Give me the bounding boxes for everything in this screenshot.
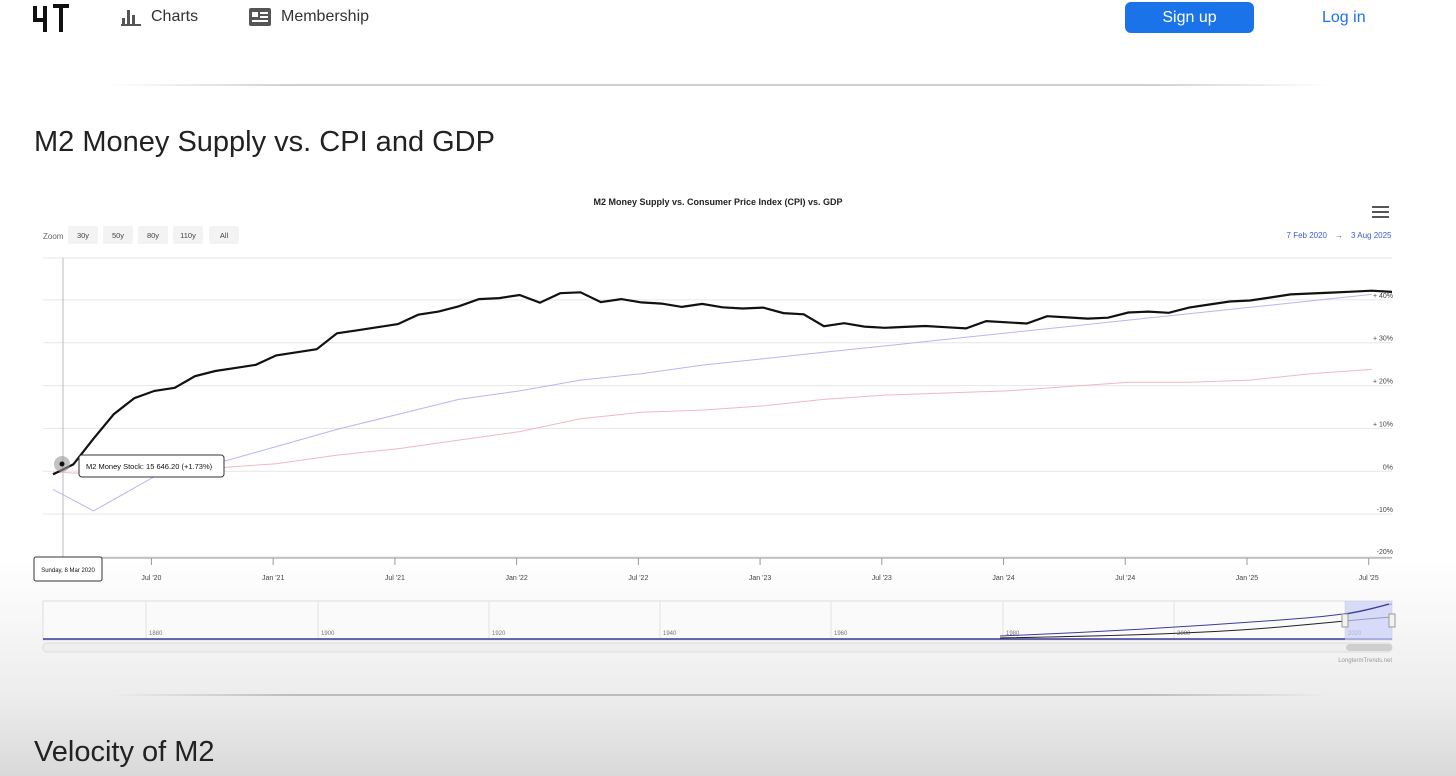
x-tick-label: Jul '20 xyxy=(141,575,161,582)
x-tick-label: Jul '22 xyxy=(628,575,648,582)
navigator-selection[interactable] xyxy=(1345,601,1392,640)
navigator-handle-right[interactable] xyxy=(1388,613,1396,628)
date-tooltip: Sunday, 8 Mar 2020 xyxy=(33,556,103,582)
x-tick-label: Jul '23 xyxy=(872,575,892,582)
bar-chart-icon xyxy=(121,10,141,26)
chart: M2 Money Supply vs. Consumer Price Index… xyxy=(33,197,1396,664)
y-tick-label: + 40% xyxy=(1373,293,1393,300)
range-to[interactable]: 3 Aug 2025 xyxy=(1351,231,1392,240)
tooltip: M2 Money Stock: 15 646.20 (+1.73%) xyxy=(78,454,225,478)
series-line-gdp[interactable] xyxy=(52,293,1372,512)
navigator-tick-label: 1980 xyxy=(1006,631,1020,637)
x-tick-label: Jan '22 xyxy=(505,575,527,582)
zoom-button-110y[interactable]: 110y xyxy=(173,226,203,244)
navigator-tick-label: 1960 xyxy=(834,631,848,637)
chart-credit[interactable]: LongtermTrends.net xyxy=(1338,658,1392,664)
zoom-button-label: 30y xyxy=(77,231,89,240)
zoom-button-label: 50y xyxy=(112,231,124,240)
navigator-handle-left[interactable] xyxy=(1341,613,1349,628)
series-line-m2[interactable] xyxy=(52,289,1393,476)
sign-up-button[interactable]: Sign up xyxy=(1125,2,1254,33)
x-tick-label: Jan '24 xyxy=(992,575,1014,582)
zoom-button-50y[interactable]: 50y xyxy=(103,226,133,244)
y-tick-label: -10% xyxy=(1377,507,1393,514)
zoom-buttons: 30y 50y 80y 110y All xyxy=(68,226,239,244)
nav-membership[interactable]: Membership xyxy=(249,8,369,26)
chart-scrollbar[interactable] xyxy=(42,642,1393,653)
x-tick-label: Jul '25 xyxy=(1359,575,1379,582)
logo-icon[interactable] xyxy=(33,4,71,34)
zoom-button-label: 80y xyxy=(147,231,159,240)
x-tick-label: Jul '21 xyxy=(385,575,405,582)
gridlines xyxy=(43,257,1392,558)
y-tick-label: + 20% xyxy=(1373,379,1393,386)
range-arrow: → xyxy=(1335,231,1343,240)
y-tick-label: 0% xyxy=(1383,464,1393,471)
tooltip-date: Sunday, 8 Mar 2020 xyxy=(41,568,95,574)
chart-menu-icon[interactable] xyxy=(1370,204,1392,222)
y-tick-label: + 30% xyxy=(1373,336,1393,343)
page-title: M2 Money Supply vs. CPI and GDP xyxy=(34,126,495,158)
zoom-button-label: All xyxy=(220,231,229,240)
top-nav: Charts Membership Sign up Log in xyxy=(0,0,1456,36)
x-tick-label: Jan '25 xyxy=(1236,575,1258,582)
navigator-tick-label: 1940 xyxy=(663,631,677,637)
zoom-button-All[interactable]: All xyxy=(209,226,239,244)
zoom-label: Zoom xyxy=(43,232,64,241)
hover-point xyxy=(59,461,65,467)
log-in-link[interactable]: Log in xyxy=(1322,9,1366,26)
x-tick-label: Jan '21 xyxy=(262,575,284,582)
chart-scrollbar-thumb[interactable] xyxy=(1346,644,1392,651)
tooltip-text: M2 Money Stock: 15 646.20 (+1.73%) xyxy=(86,462,213,471)
navigator-tick-label: 1920 xyxy=(492,631,506,637)
y-axis: -20% -10% 0% + 10% + 20% + 30% + 40% xyxy=(1373,293,1393,556)
zoom-button-30y[interactable]: 30y xyxy=(68,226,98,244)
nav-charts[interactable]: Charts xyxy=(121,8,198,26)
series-line-cpi[interactable] xyxy=(52,368,1372,475)
x-tick-label: Jan '23 xyxy=(749,575,771,582)
chart-title: M2 Money Supply vs. Consumer Price Index… xyxy=(593,197,842,207)
divider-top xyxy=(110,84,1330,86)
x-axis: Jul '20 Jan '21 Jul '21 Jan '22 Jul '22 Jan '… xyxy=(43,557,1392,582)
series-group xyxy=(52,289,1393,512)
navigator-tick-label: 1880 xyxy=(149,631,163,637)
navigator-tick-label: 2000 xyxy=(1177,631,1191,637)
nav-membership-label: Membership xyxy=(281,8,370,25)
x-tick-label: Jul '24 xyxy=(1115,575,1135,582)
membership-card-icon xyxy=(249,8,271,26)
range-from[interactable]: 7 Feb 2020 xyxy=(1287,231,1328,240)
nav-charts-label: Charts xyxy=(151,8,199,25)
y-tick-label: -20% xyxy=(1377,549,1393,556)
navigator[interactable]: 18801900192019401960198020002020 xyxy=(42,600,1396,641)
section-heading: Velocity of M2 xyxy=(34,736,215,768)
y-tick-label: + 10% xyxy=(1373,421,1393,428)
navigator-tick-label: 1900 xyxy=(321,631,335,637)
zoom-button-label: 110y xyxy=(180,231,196,240)
zoom-button-80y[interactable]: 80y xyxy=(138,226,168,244)
divider-bottom xyxy=(110,694,1330,696)
